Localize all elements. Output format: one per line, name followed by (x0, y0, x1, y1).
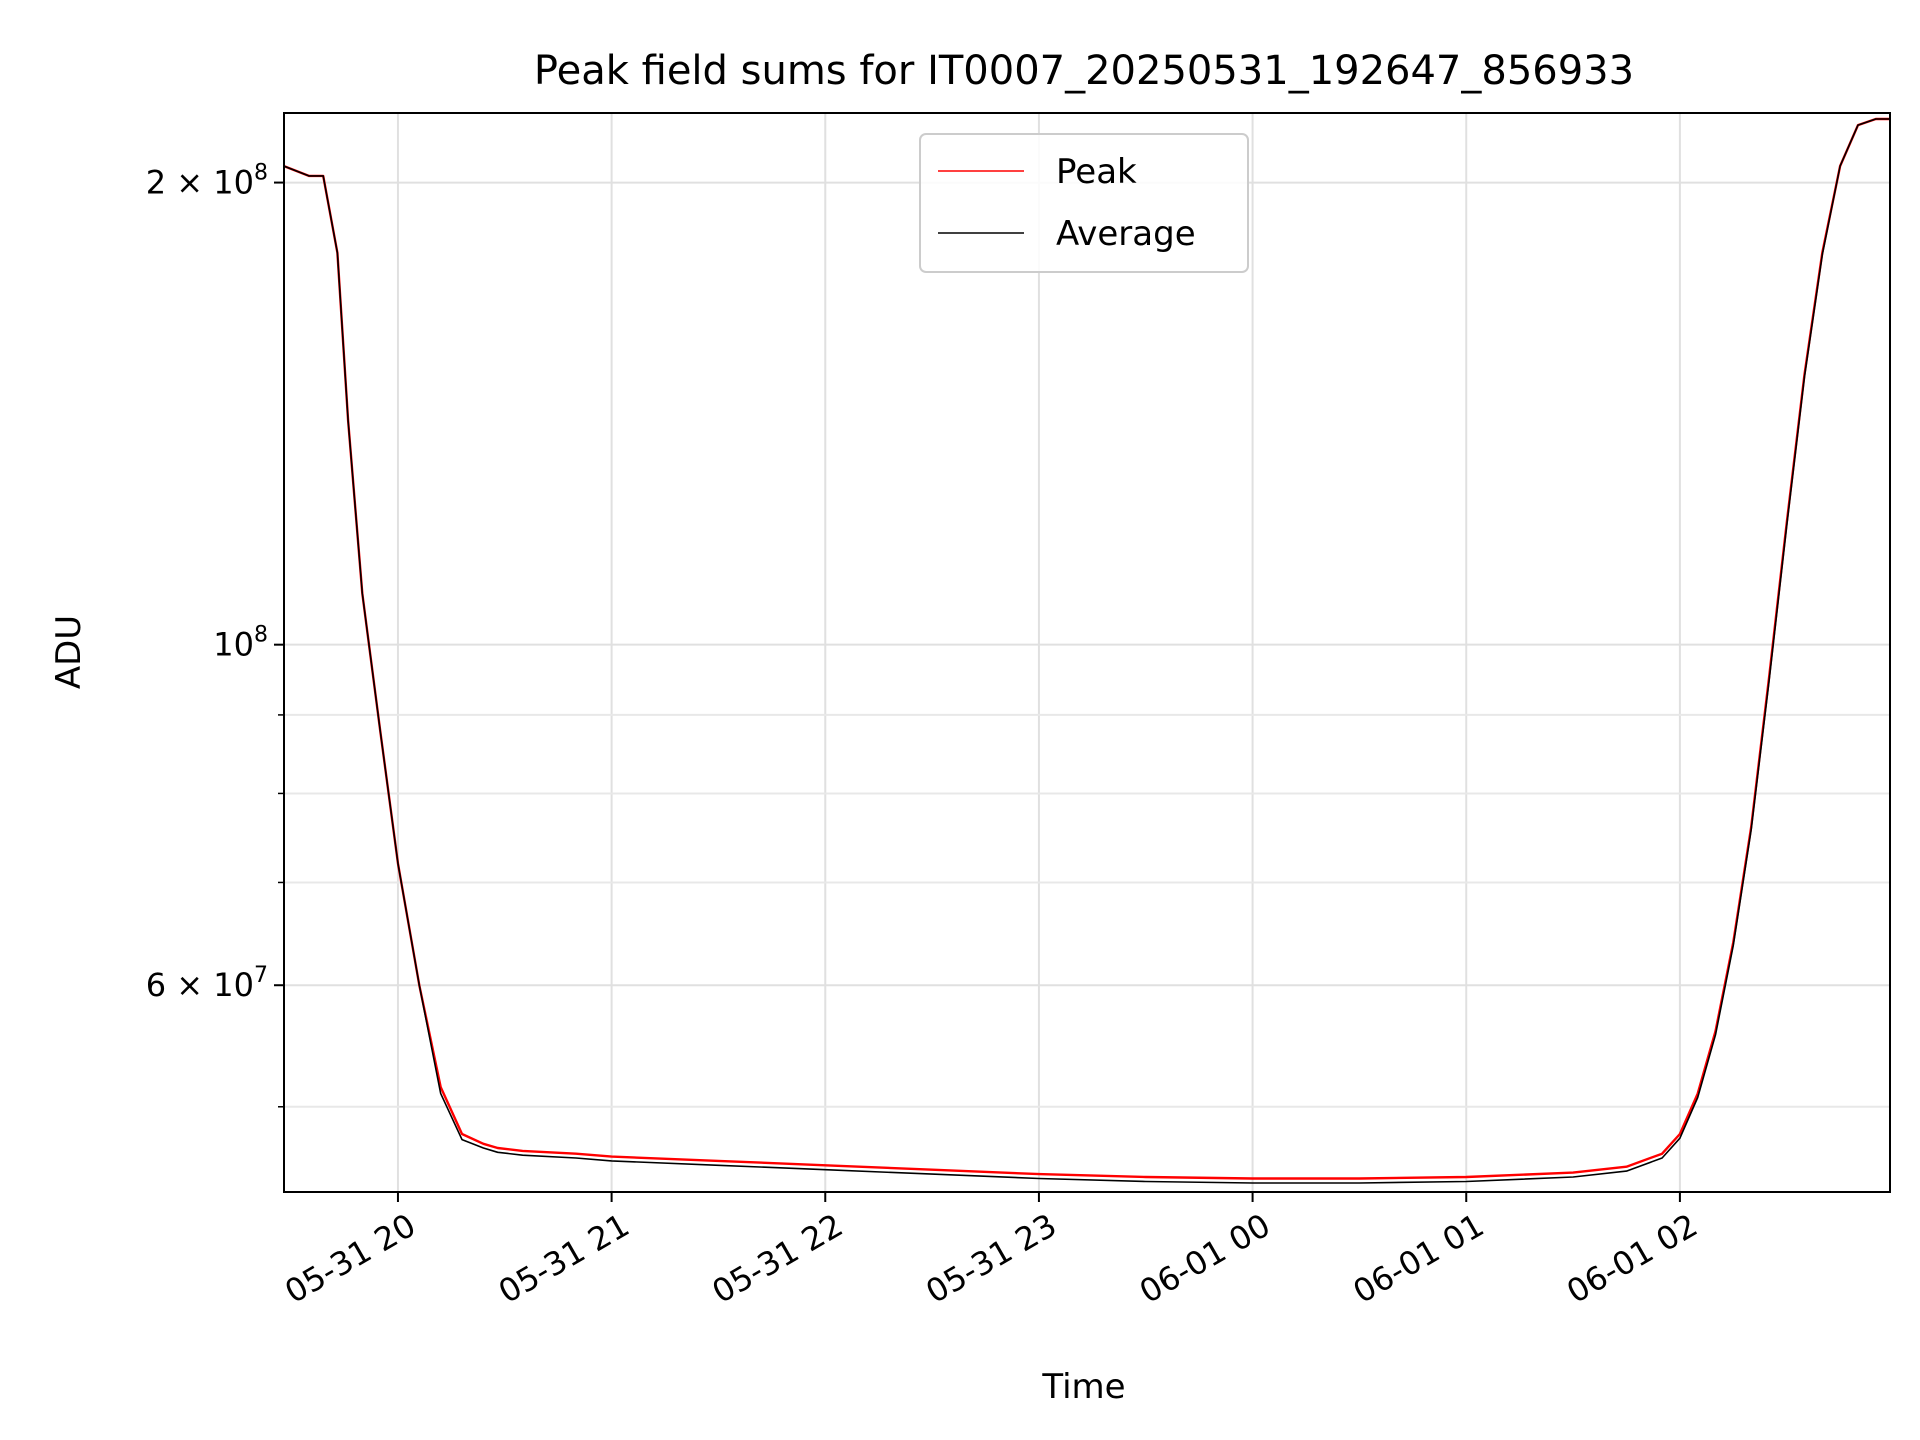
y-tick-exponent: 7 (254, 963, 268, 988)
legend-label-average: Average (1056, 214, 1196, 254)
y-tick-label: 108 (213, 623, 268, 664)
x-axis-label: Time (1041, 1367, 1125, 1407)
series-line-average (283, 118, 1890, 1184)
legend-label-peak: Peak (1056, 152, 1137, 192)
y-tick-base: 2 × 10 (146, 164, 254, 202)
y-tick-exponent: 8 (254, 623, 268, 648)
y-tick-base: 6 × 10 (146, 966, 254, 1004)
series-layer (283, 117, 1890, 1184)
y-tick-label: 2 × 108 (146, 161, 268, 202)
legend: Peak Average (919, 133, 1249, 273)
chart-title: Peak field sums for IT0007_20250531_1926… (534, 48, 1634, 94)
legend-box (919, 133, 1249, 273)
y-axis-label: ADU (49, 615, 89, 689)
plot-frame (283, 112, 1891, 1193)
y-tick-exponent: 8 (254, 161, 268, 186)
y-tick-label: 6 × 107 (146, 963, 268, 1004)
y-tick-base: 10 (213, 626, 254, 664)
